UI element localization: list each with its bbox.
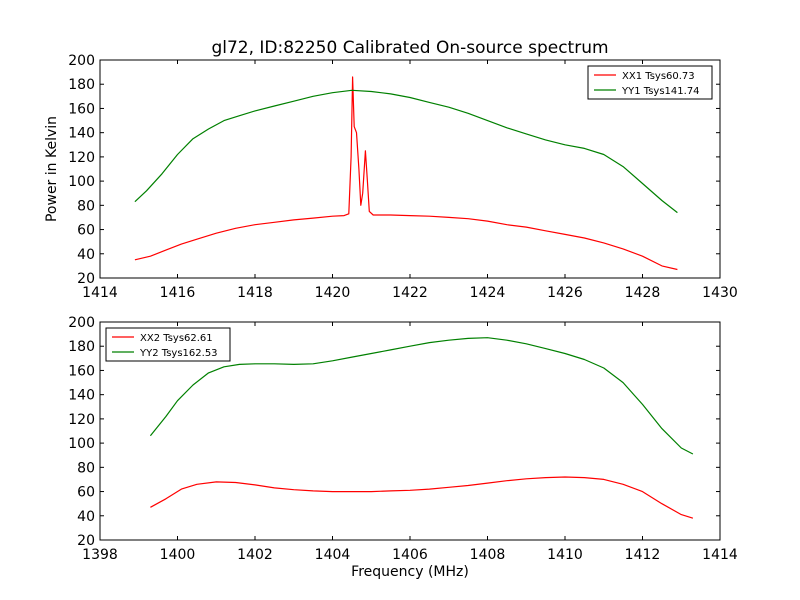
legend-label: XX1 Tsys60.73 <box>622 71 695 82</box>
legend-box <box>587 65 713 100</box>
x-tick-label: 1400 <box>160 547 196 563</box>
y-tick-label: 180 <box>68 339 95 355</box>
chart-title: gl72, ID:82250 Calibrated On-source spec… <box>211 38 608 58</box>
x-tick-label: 1418 <box>237 285 273 301</box>
y-tick-label: 60 <box>77 223 95 239</box>
x-tick-label: 1408 <box>470 547 506 563</box>
y-tick-label: 60 <box>77 485 95 501</box>
x-tick-label: 1426 <box>547 285 583 301</box>
y-tick-label: 100 <box>68 174 95 190</box>
x-tick-label: 1402 <box>237 547 273 563</box>
y-tick-label: 100 <box>68 436 95 452</box>
x-tick-label: 1422 <box>392 285 428 301</box>
y-tick-label: 160 <box>68 101 95 117</box>
series-line-1 <box>134 76 678 271</box>
series-line-2 <box>134 89 678 214</box>
x-tick-label: 1398 <box>82 547 118 563</box>
series-line-2 <box>149 337 694 455</box>
x-tick-label: 1406 <box>392 547 428 563</box>
x-tick-label: 1412 <box>625 547 661 563</box>
y-tick-label: 80 <box>77 198 95 214</box>
y-tick-label: 20 <box>77 271 95 287</box>
y-tick-label: 200 <box>68 53 95 69</box>
x-tick-label: 1414 <box>702 547 738 563</box>
x-tick-label: 1428 <box>625 285 661 301</box>
x-tick-label: 1420 <box>315 285 351 301</box>
legend-box <box>105 327 231 362</box>
legend: XX1 Tsys60.73 YY1 Tsys141.74 <box>587 65 713 100</box>
x-tick-label: 1404 <box>315 547 351 563</box>
x-tick-label: 1414 <box>82 285 118 301</box>
legend-label: YY2 Tsys162.53 <box>139 348 218 359</box>
y-tick-label: 40 <box>77 509 95 525</box>
y-tick-label: 120 <box>68 150 95 166</box>
series-line-1 <box>150 476 694 519</box>
legend-label: YY1 Tsys141.74 <box>621 86 700 97</box>
bottom-panel: 1398 1400 1402 1404 1406 1408 1410 1412 1414 20 40… <box>68 315 738 563</box>
legend-label: XX2 Tsys62.61 <box>140 333 213 344</box>
x-axis-label: Frequency (MHz) <box>351 564 469 580</box>
x-tick-label: 1430 <box>702 285 738 301</box>
x-tick-label: 1424 <box>470 285 506 301</box>
y-axis-label: Power in Kelvin <box>44 116 60 222</box>
x-tick-label: 1410 <box>547 547 583 563</box>
y-tick-label: 20 <box>77 533 95 549</box>
y-tick-label: 140 <box>68 388 95 404</box>
y-tick-label: 200 <box>68 315 95 331</box>
y-tick-label: 180 <box>68 77 95 93</box>
y-tick-label: 160 <box>68 363 95 379</box>
y-tick-label: 120 <box>68 412 95 428</box>
top-panel: 1414 1416 1418 1420 1422 1424 1426 1428 1430 20 40… <box>68 53 738 301</box>
y-tick-label: 140 <box>68 126 95 142</box>
x-tick-label: 1416 <box>160 285 196 301</box>
y-tick-label: 40 <box>77 247 95 263</box>
legend: XX2 Tsys62.61 YY2 Tsys162.53 <box>105 327 231 362</box>
y-tick-label: 80 <box>77 460 95 476</box>
